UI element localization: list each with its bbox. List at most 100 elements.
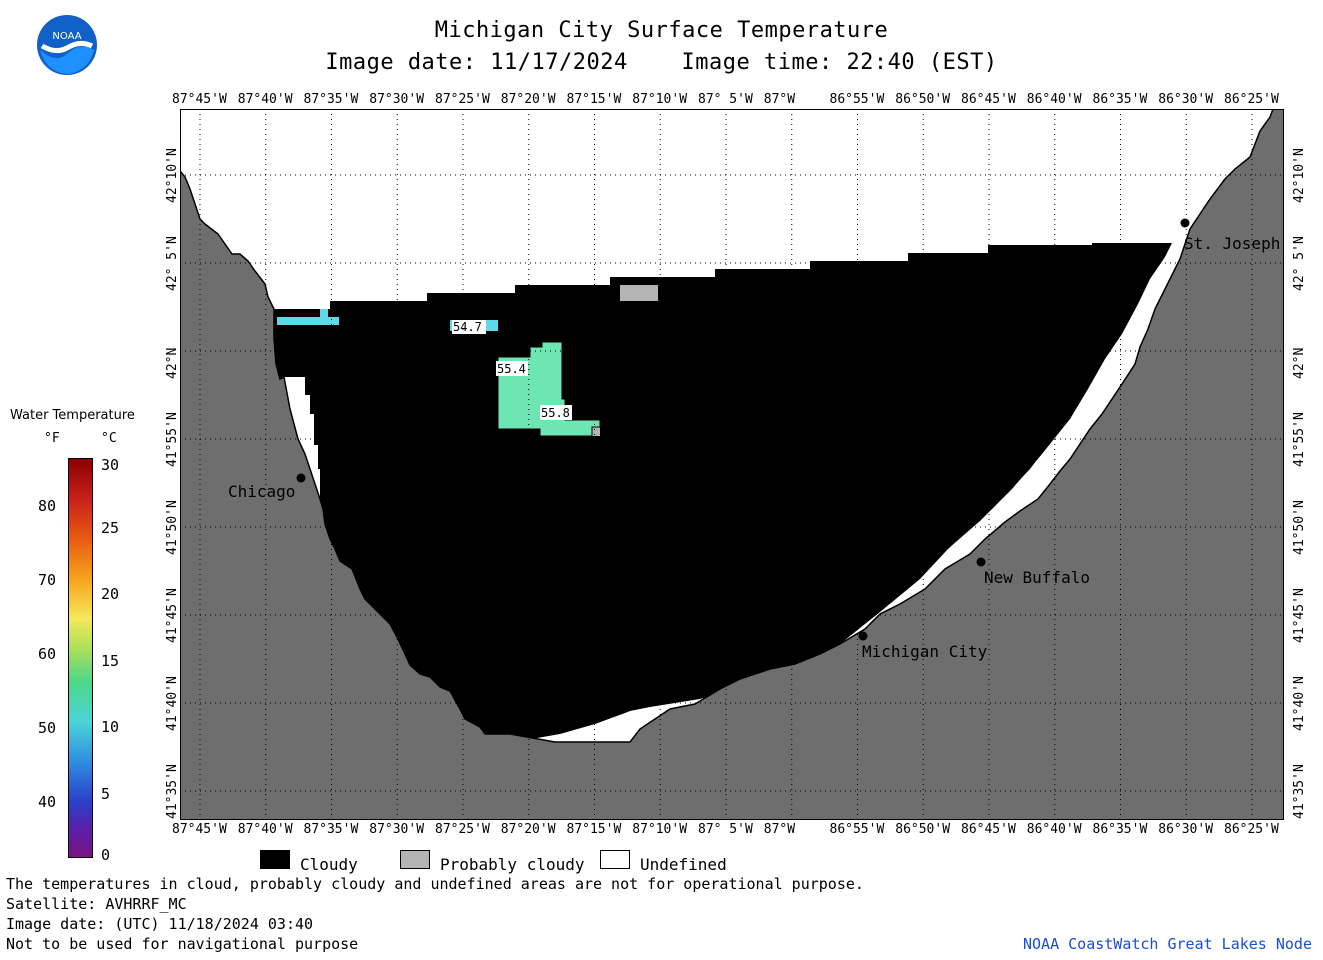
lon-tick-label-top: 87°W xyxy=(763,92,796,107)
lon-tick-label-top: 87°15'W xyxy=(566,92,622,107)
lon-tick-label-top: 86°30'W xyxy=(1158,92,1214,107)
lon-tick-label-top: 87°35'W xyxy=(303,92,359,107)
legend-label-undefined: Undefined xyxy=(640,855,727,874)
colorbar-c-label: 25 xyxy=(101,519,120,537)
temp-patch-cyan-west xyxy=(277,317,339,325)
colorbar-f-label: 40 xyxy=(38,793,57,811)
lon-tick-label-top: 87°40'W xyxy=(237,92,293,107)
undefined-pocket xyxy=(284,377,320,499)
colorbar-c-label: 15 xyxy=(101,652,120,670)
lon-tick-label-bottom: 87°10'W xyxy=(632,822,688,837)
lon-tick-label-top: 86°45'W xyxy=(961,92,1016,107)
legend-label-cloudy: Cloudy xyxy=(300,855,358,874)
lat-tick-label-left: 42° 5'N xyxy=(165,236,180,291)
colorbar-c-label: 5 xyxy=(101,785,111,803)
lon-tick-label-top: 87°25'W xyxy=(435,92,490,107)
lon-tick-label-top: 86°35'W xyxy=(1092,92,1148,107)
lon-tick-label-bottom: 86°35'W xyxy=(1092,822,1148,837)
legend-swatch-undefined xyxy=(600,850,630,869)
image-time: Image time: 22:40 (EST) xyxy=(681,50,998,75)
lon-tick-label-top: 87°10'W xyxy=(632,92,688,107)
lon-tick-label-bottom: 86°50'W xyxy=(895,822,951,837)
city-label-michigan-city: Michigan City xyxy=(862,642,988,661)
lon-tick-label-bottom: 87°35'W xyxy=(303,822,359,837)
temp-label: 54.7 xyxy=(453,320,482,334)
colorbar-c-label: 20 xyxy=(101,585,120,603)
cloud-area-main xyxy=(180,243,1172,745)
page-title: Michigan City Surface Temperature xyxy=(434,18,889,43)
temp-patch-cyan-west2 xyxy=(320,309,328,317)
city-label-new-buffalo: New Buffalo xyxy=(984,568,1090,587)
lon-tick-label-top: 86°25'W xyxy=(1224,92,1279,107)
colorbar-unit-c: °C xyxy=(101,431,117,446)
legend-swatch-cloudy xyxy=(260,850,290,869)
lon-tick-label-bottom: 87°20'W xyxy=(500,822,556,837)
lat-tick-label-left: 42°N xyxy=(165,347,180,379)
lon-tick-label-bottom: 86°25'W xyxy=(1224,822,1279,837)
lat-tick-label-right: 42°N xyxy=(1292,347,1307,379)
lon-tick-label-top: 87° 5'W xyxy=(698,92,753,107)
lat-tick-label-left: 42°10'N xyxy=(165,148,180,203)
lon-tick-label-bottom: 86°55'W xyxy=(829,822,885,837)
footer-navigation-note: Not to be used for navigational purpose xyxy=(6,935,359,953)
lon-tick-label-top: 87°30'W xyxy=(369,92,425,107)
lon-tick-label-bottom: 87°40'W xyxy=(237,822,293,837)
footer-disclaimer: The temperatures in cloud, probably clou… xyxy=(6,875,864,893)
lon-tick-label-bottom: 87°30'W xyxy=(369,822,425,837)
colorbar-c-label: 0 xyxy=(101,846,111,864)
legend-swatch-probably-cloudy xyxy=(400,850,430,869)
footer-satellite: Satellite: AVHRRF_MC xyxy=(6,895,187,913)
lat-tick-label-right: 41°45'N xyxy=(1292,588,1307,643)
colorbar-unit-f: °F xyxy=(44,431,60,446)
noaa-logo: NOAA xyxy=(36,14,98,76)
legend-label-probably-cloudy: Probably cloudy xyxy=(440,855,585,874)
colorbar xyxy=(68,458,93,858)
colorbar-f-label: 80 xyxy=(38,497,57,515)
city-marker-chicago xyxy=(296,473,306,483)
lat-tick-label-right: 42°10'N xyxy=(1292,148,1307,203)
lat-tick-label-left: 41°40'N xyxy=(165,676,180,731)
lon-tick-label-bottom: 87°25'W xyxy=(435,822,490,837)
grid-lines xyxy=(180,109,1284,820)
lat-tick-label-left: 41°35'N xyxy=(165,764,180,819)
lon-tick-label-bottom: 87°15'W xyxy=(566,822,622,837)
lat-tick-label-right: 41°55'N xyxy=(1292,412,1307,467)
lon-tick-label-bottom: 87°45'W xyxy=(172,822,227,837)
city-label-chicago: Chicago xyxy=(228,482,295,501)
lon-tick-label-top: 87°45'W xyxy=(172,92,227,107)
lon-tick-label-top: 86°55'W xyxy=(829,92,885,107)
lat-tick-label-right: 41°50'N xyxy=(1292,500,1307,555)
probably-cloudy-north xyxy=(620,285,658,301)
lat-tick-label-left: 41°50'N xyxy=(165,500,180,555)
footer-credit: NOAA CoastWatch Great Lakes Node xyxy=(1023,935,1312,953)
lat-tick-label-right: 42° 5'N xyxy=(1292,236,1307,291)
map: 54.7 55.4 55.8 Chicago St. Joseph New Bu… xyxy=(180,109,1284,820)
land-west xyxy=(180,109,1284,820)
label-box-1 xyxy=(452,320,486,334)
lat-tick-label-right: 41°35'N xyxy=(1292,764,1307,819)
temp-label: 55.8 xyxy=(541,406,570,420)
footer-image-date: Image date: (UTC) 11/18/2024 03:40 xyxy=(6,915,314,933)
image-date: Image date: 11/17/2024 xyxy=(325,50,628,75)
colorbar-f-label: 60 xyxy=(38,645,57,663)
map-frame xyxy=(180,109,1284,820)
colorbar-f-label: 70 xyxy=(38,571,57,589)
colorbar-title: Water Temperature xyxy=(10,408,135,423)
city-marker-new-buffalo xyxy=(976,557,986,567)
city-label-st-joseph: St. Joseph xyxy=(1184,234,1280,253)
lon-tick-label-bottom: 87°W xyxy=(763,822,796,837)
colorbar-c-label: 10 xyxy=(101,718,120,736)
colorbar-c-label: 30 xyxy=(101,456,120,474)
lon-tick-label-bottom: 86°30'W xyxy=(1158,822,1214,837)
city-marker-michigan-city xyxy=(858,631,868,641)
logo-text: NOAA xyxy=(52,31,81,42)
image-date-time: Image date: 11/17/2024 Image time: 22:40… xyxy=(0,50,1323,75)
label-box-2 xyxy=(496,361,528,376)
label-box-3 xyxy=(540,405,572,420)
city-marker-st-joseph xyxy=(1180,218,1190,228)
lon-tick-label-bottom: 87° 5'W xyxy=(698,822,753,837)
lat-tick-label-right: 41°40'N xyxy=(1292,676,1307,731)
lat-tick-label-left: 41°45'N xyxy=(165,588,180,643)
temp-label: 55.4 xyxy=(497,362,526,376)
colorbar-f-label: 50 xyxy=(38,719,57,737)
